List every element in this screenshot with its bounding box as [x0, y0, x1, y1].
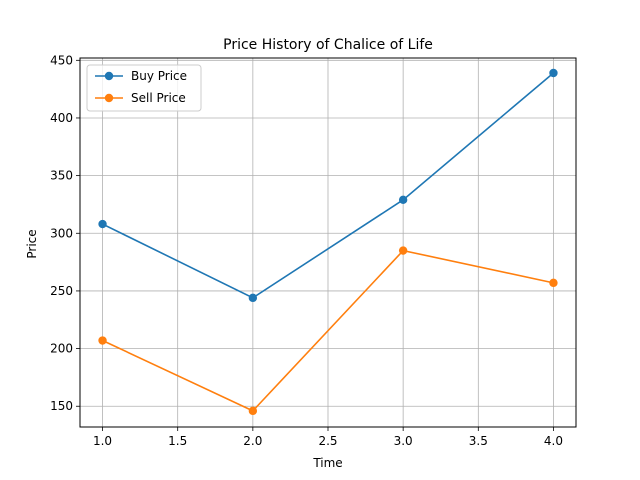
series-layer — [98, 68, 558, 416]
y-tick-label: 250 — [50, 284, 73, 298]
data-point — [98, 219, 107, 229]
y-tick-label: 150 — [50, 399, 73, 413]
series-line — [102, 72, 554, 299]
x-tick-label: 4.0 — [544, 434, 563, 448]
x-axis-label: Time — [312, 456, 342, 470]
legend-item: Sell Price — [95, 91, 186, 105]
series-1 — [98, 68, 558, 303]
series-line — [102, 249, 554, 412]
x-ticks: 1.0 1.5 2.0 2.5 3.0 3.5 4.0 — [93, 427, 563, 448]
y-tick-label: 300 — [50, 226, 73, 240]
x-tick-label: 3.5 — [469, 434, 488, 448]
data-point — [398, 195, 408, 205]
y-tick-label: 400 — [50, 111, 73, 125]
y-axis-label: Price — [25, 229, 39, 258]
x-tick-label: 2.5 — [318, 434, 337, 448]
data-point — [549, 278, 558, 288]
series-2 — [98, 246, 558, 416]
data-point — [248, 406, 258, 416]
x-tick-label: 3.0 — [394, 434, 413, 448]
data-point — [549, 68, 558, 78]
legend: Buy Price Sell Price — [86, 64, 202, 112]
grid — [80, 58, 576, 427]
x-tick-label: 1.0 — [93, 434, 112, 448]
x-tick-label: 1.5 — [168, 434, 187, 448]
chart-title: Price History of Chalice of Life — [223, 37, 433, 53]
y-tick-label: 350 — [50, 169, 73, 183]
x-tick-label: 2.0 — [243, 434, 262, 448]
y-tick-label: 200 — [50, 342, 73, 356]
legend-item: Buy Price — [95, 69, 187, 83]
legend-label: Buy Price — [131, 69, 187, 83]
data-point — [248, 293, 258, 303]
data-point — [398, 246, 408, 255]
y-tick-label: 450 — [50, 53, 73, 67]
data-point — [98, 336, 107, 345]
legend-label: Sell Price — [131, 91, 186, 105]
legend-swatch-marker — [104, 93, 114, 103]
legend-swatch-marker — [104, 71, 114, 81]
y-ticks: 150 200 250 300 350 400 450 — [50, 53, 80, 413]
